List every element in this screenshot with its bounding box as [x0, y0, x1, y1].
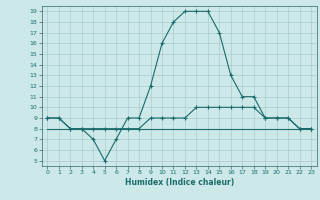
X-axis label: Humidex (Indice chaleur): Humidex (Indice chaleur)	[124, 178, 234, 187]
